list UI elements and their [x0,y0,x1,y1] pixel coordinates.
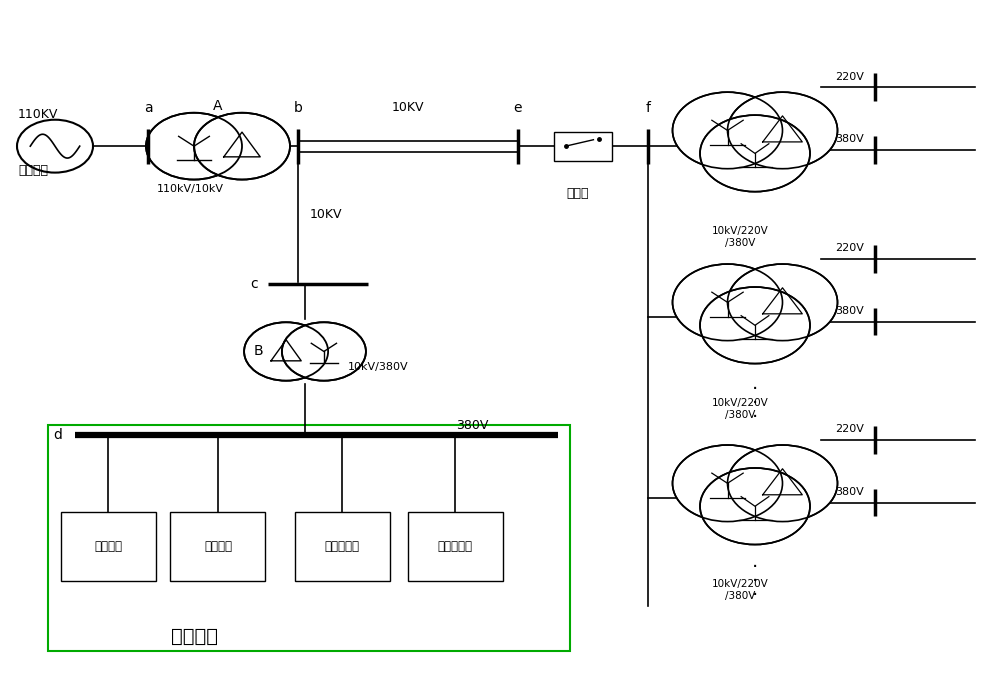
Circle shape [672,264,782,340]
Text: b: b [294,101,302,115]
Text: B: B [253,345,263,358]
Text: 10KV: 10KV [392,102,424,114]
Circle shape [244,322,328,381]
Text: 10kV/220V
/380V: 10kV/220V /380V [712,579,768,601]
Text: d: d [53,428,62,442]
Circle shape [700,468,810,544]
Text: 220V: 220V [835,244,864,253]
Text: 电机类负载: 电机类负载 [324,540,360,553]
Bar [48,425,570,651]
Text: 10KV: 10KV [310,208,342,221]
Text: 380V: 380V [835,487,864,497]
Text: ·: · [752,408,758,427]
Text: 110KV: 110KV [18,109,58,121]
Circle shape [728,264,838,340]
Text: c: c [250,277,258,291]
Bar [170,512,265,581]
Circle shape [194,113,290,180]
Text: 光伏发电: 光伏发电 [94,540,122,553]
Circle shape [728,445,838,521]
Circle shape [282,322,366,381]
Text: 平衡节点: 平衡节点 [18,164,48,177]
Text: 风力发电: 风力发电 [204,540,232,553]
Text: e: e [514,101,522,115]
Text: 电阻类负载: 电阻类负载 [438,540,473,553]
Circle shape [700,287,810,363]
Text: 380V: 380V [456,420,488,432]
Circle shape [672,92,782,168]
Text: 110kV/10kV: 110kV/10kV [156,184,224,194]
Text: 10kV/380V: 10kV/380V [348,363,409,372]
Bar [554,132,612,161]
Text: ·: · [752,380,758,400]
Text: 10kV/220V
/380V: 10kV/220V /380V [712,398,768,420]
Text: 220V: 220V [835,72,864,81]
Text: ·: · [752,394,758,413]
Text: 220V: 220V [835,425,864,434]
Bar [408,512,503,581]
Circle shape [672,445,782,521]
Text: ·: · [752,557,758,577]
Text: ·: · [752,585,758,605]
Text: ·: · [752,571,758,591]
Text: A: A [213,99,223,113]
Circle shape [728,92,838,168]
Text: 380V: 380V [835,134,864,144]
Text: 住宅小区: 住宅小区 [172,627,218,647]
Text: 380V: 380V [835,306,864,316]
Bar [295,512,390,581]
Circle shape [700,115,810,191]
Bar [60,512,156,581]
Circle shape [146,113,242,180]
Text: f: f [646,101,650,115]
Text: 10kV/220V
/380V: 10kV/220V /380V [712,226,768,248]
Text: a: a [144,101,152,115]
Text: 断路器: 断路器 [567,187,589,200]
